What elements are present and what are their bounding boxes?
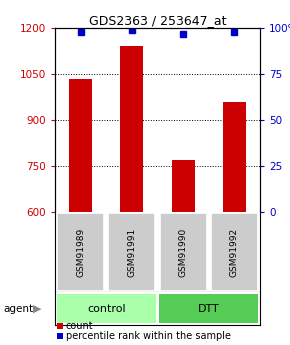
Text: GSM91992: GSM91992: [230, 227, 239, 277]
Text: ▶: ▶: [33, 304, 42, 314]
Text: DTT: DTT: [198, 304, 220, 314]
Bar: [159, 294, 258, 323]
Bar: [223, 101, 246, 212]
Text: control: control: [87, 304, 126, 314]
Text: count: count: [66, 321, 94, 331]
Bar: [57, 333, 63, 339]
Text: GSM91989: GSM91989: [76, 227, 85, 277]
Text: GSM91990: GSM91990: [179, 227, 188, 277]
Text: agent: agent: [3, 304, 33, 314]
Bar: [57, 294, 156, 323]
Bar: [211, 213, 258, 291]
Bar: [160, 213, 207, 291]
Bar: [57, 323, 63, 329]
Text: percentile rank within the sample: percentile rank within the sample: [66, 331, 231, 341]
Bar: [108, 213, 155, 291]
Bar: [69, 79, 92, 212]
Title: GDS2363 / 253647_at: GDS2363 / 253647_at: [89, 14, 226, 27]
Bar: [172, 160, 195, 212]
Bar: [120, 46, 144, 212]
Text: GSM91991: GSM91991: [127, 227, 136, 277]
Bar: [57, 213, 104, 291]
